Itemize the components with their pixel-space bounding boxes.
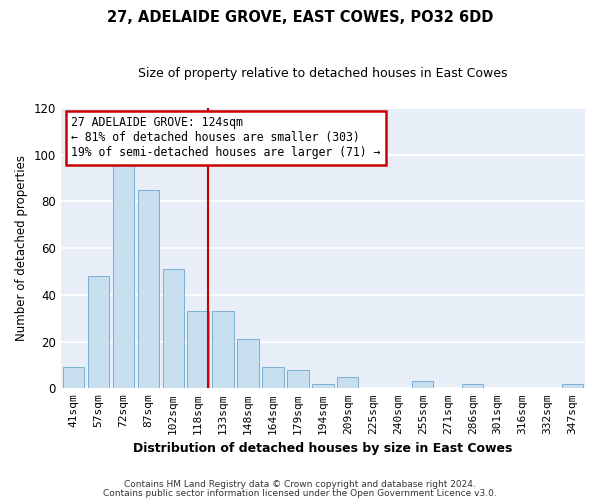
- Bar: [163, 269, 184, 388]
- Bar: [412, 382, 433, 388]
- Bar: [562, 384, 583, 388]
- Text: 27, ADELAIDE GROVE, EAST COWES, PO32 6DD: 27, ADELAIDE GROVE, EAST COWES, PO32 6DD: [107, 10, 493, 25]
- Text: Contains HM Land Registry data © Crown copyright and database right 2024.: Contains HM Land Registry data © Crown c…: [124, 480, 476, 489]
- X-axis label: Distribution of detached houses by size in East Cowes: Distribution of detached houses by size …: [133, 442, 512, 455]
- Bar: [312, 384, 334, 388]
- Bar: [287, 370, 308, 388]
- Bar: [187, 311, 209, 388]
- Bar: [88, 276, 109, 388]
- Bar: [113, 155, 134, 388]
- Bar: [137, 190, 159, 388]
- Y-axis label: Number of detached properties: Number of detached properties: [15, 155, 28, 341]
- Text: Contains public sector information licensed under the Open Government Licence v3: Contains public sector information licen…: [103, 488, 497, 498]
- Bar: [62, 368, 84, 388]
- Bar: [262, 368, 284, 388]
- Bar: [212, 311, 233, 388]
- Bar: [238, 340, 259, 388]
- Title: Size of property relative to detached houses in East Cowes: Size of property relative to detached ho…: [138, 68, 508, 80]
- Bar: [337, 376, 358, 388]
- Text: 27 ADELAIDE GROVE: 124sqm
← 81% of detached houses are smaller (303)
19% of semi: 27 ADELAIDE GROVE: 124sqm ← 81% of detac…: [71, 116, 380, 160]
- Bar: [462, 384, 483, 388]
